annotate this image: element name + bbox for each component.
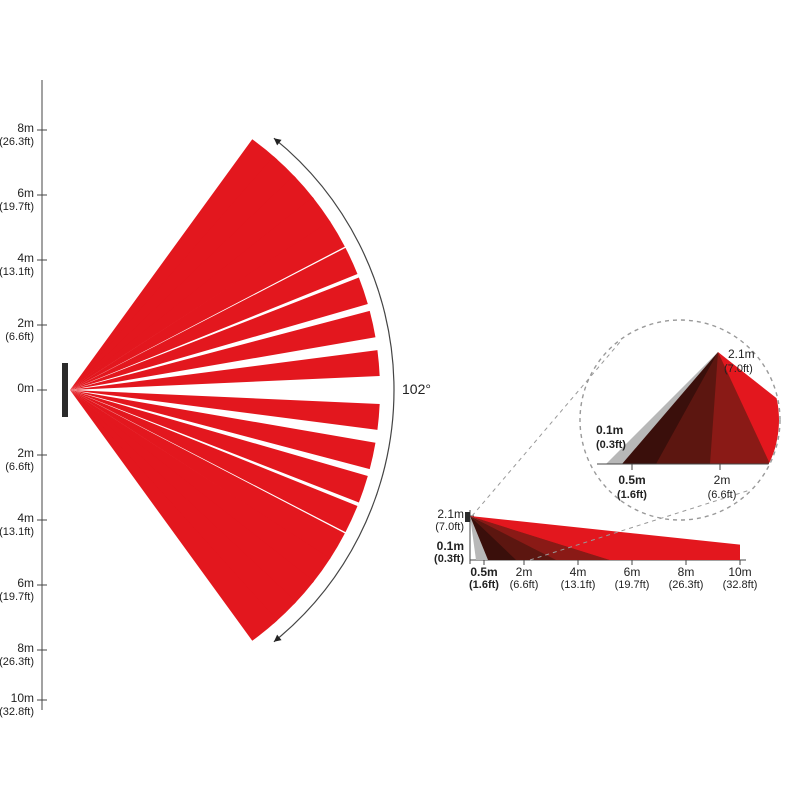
- x-tick-m: 2m: [516, 565, 533, 579]
- sensor-icon: [465, 512, 470, 522]
- y-tick-m: 2m: [17, 446, 34, 460]
- y-tick-m: 4m: [17, 511, 34, 525]
- coverage-diagram: 8m(26.3ft)6m(19.7ft)4m(13.1ft)2m(6.6ft)0…: [0, 0, 800, 800]
- x-tick-m: 10m: [728, 565, 751, 579]
- mount-height-m: 2.1m: [437, 507, 464, 521]
- sensor-icon: [62, 363, 68, 417]
- zoom-tick2-ft: (6.6ft): [708, 489, 737, 501]
- y-tick-ft: (32.8ft): [0, 706, 34, 718]
- y-tick-m: 2m: [17, 316, 34, 330]
- x-tick-ft: (19.7ft): [615, 579, 650, 591]
- y-tick-ft: (13.1ft): [0, 266, 34, 278]
- x-tick-ft: (32.8ft): [723, 579, 758, 591]
- y-tick-ft: (6.6ft): [5, 331, 34, 343]
- zoom-tick1-ft: (1.6ft): [617, 489, 647, 501]
- y-tick-ft: (19.7ft): [0, 591, 34, 603]
- y-tick-m: 6m: [17, 576, 34, 590]
- zoom-mount-m: 2.1m: [728, 347, 755, 361]
- y-tick-ft: (13.1ft): [0, 526, 34, 538]
- x-tick-m: 4m: [570, 565, 587, 579]
- x-tick-m: 6m: [624, 565, 641, 579]
- y-tick-m: 4m: [17, 251, 34, 265]
- x-tick-ft: (26.3ft): [669, 579, 704, 591]
- y-tick-m: 8m: [17, 121, 34, 135]
- x-tick-ft: (13.1ft): [561, 579, 596, 591]
- y-tick-ft: (26.3ft): [0, 656, 34, 668]
- y-tick-ft: (6.6ft): [5, 461, 34, 473]
- zoom-near-ft: (0.3ft): [596, 439, 626, 451]
- x-tick-ft: (1.6ft): [469, 579, 499, 591]
- y-tick-m: 0m: [17, 381, 34, 395]
- y-tick-m: 10m: [11, 691, 34, 705]
- y-tick-ft: (19.7ft): [0, 201, 34, 213]
- y-tick-m: 8m: [17, 641, 34, 655]
- side-view: 0.5m(1.6ft) 2m(6.6ft) 4m(13.1ft) 6m(19.7ft)…: [434, 507, 757, 591]
- x-tick-m: 8m: [678, 565, 695, 579]
- zoom-mount-ft: (7.0ft): [724, 363, 753, 375]
- near-dist-ft: (0.3ft): [434, 553, 464, 565]
- near-dist-m: 0.1m: [437, 539, 464, 553]
- x-tick-ft: (6.6ft): [510, 579, 539, 591]
- x-tick-m: 0.5m: [470, 565, 497, 579]
- y-tick-ft: (26.3ft): [0, 136, 34, 148]
- mount-height-ft: (7.0ft): [435, 521, 464, 533]
- top-view-fan: 8m(26.3ft)6m(19.7ft)4m(13.1ft)2m(6.6ft)0…: [0, 80, 431, 718]
- y-tick-m: 6m: [17, 186, 34, 200]
- zoom-tick1-m: 0.5m: [618, 473, 645, 487]
- coverage-angle-label: 102°: [402, 381, 431, 397]
- zoom-near-m: 0.1m: [596, 423, 623, 437]
- zoom-tick2-m: 2m: [714, 473, 731, 487]
